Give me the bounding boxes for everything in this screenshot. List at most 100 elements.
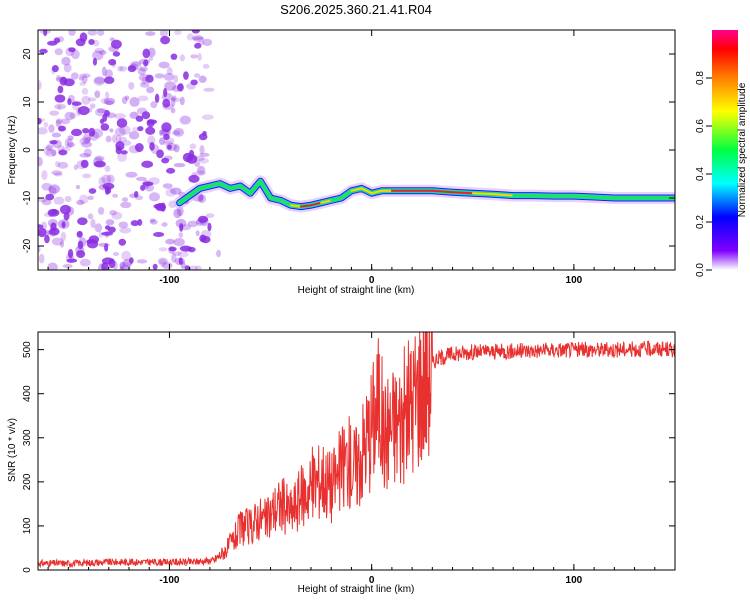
noise-blob [106, 174, 115, 184]
noise-blob [88, 39, 95, 45]
noise-blob [183, 71, 189, 80]
noise-blob [48, 184, 61, 194]
noise-blob [147, 135, 156, 146]
noise-blob [67, 138, 73, 149]
noise-blob [107, 226, 116, 233]
noise-blob [101, 66, 107, 77]
noise-blob [137, 68, 146, 76]
spectrogram-xtick-label: 100 [566, 275, 583, 286]
noise-blob [170, 96, 176, 107]
noise-blob [38, 245, 41, 253]
track-point [310, 201, 323, 207]
noise-blob [87, 213, 94, 220]
noise-blob [128, 82, 135, 90]
noise-blob [207, 222, 212, 232]
colorbar-gradient [712, 30, 738, 270]
noise-blob [54, 48, 63, 56]
noise-blob [163, 140, 174, 147]
noise-blob [48, 124, 55, 133]
noise-blob [174, 30, 182, 35]
track-point [431, 189, 454, 194]
noise-blob [179, 115, 191, 125]
spectrogram-xtick-label: -100 [159, 275, 179, 286]
noise-blob [170, 187, 182, 195]
noise-blob [163, 137, 175, 145]
noise-blob [53, 172, 63, 177]
noise-blob [104, 165, 111, 173]
colorbar-label: Normalized spectral amplitude [737, 82, 748, 217]
noise-blob [172, 251, 182, 256]
noise-blob [54, 94, 66, 103]
noise-blob [43, 30, 48, 37]
noise-blob [94, 90, 101, 99]
track-point [492, 193, 515, 197]
noise-blob [81, 74, 88, 84]
noise-blob [195, 230, 200, 237]
snr-frame [37, 331, 676, 571]
noise-blob [104, 112, 117, 119]
noise-blob [96, 108, 107, 114]
noise-blob [84, 137, 91, 142]
track-point [239, 185, 252, 195]
noise-blob [101, 174, 112, 185]
noise-blob [135, 115, 144, 122]
noise-blob [194, 160, 201, 168]
noise-blob [69, 112, 77, 119]
noise-blob [70, 72, 79, 80]
noise-blob [77, 231, 83, 236]
noise-blob [176, 206, 184, 217]
noise-blob [148, 56, 154, 61]
noise-blob [65, 47, 75, 57]
noise-blob [177, 83, 184, 92]
noise-blob [165, 238, 176, 245]
noise-blob [150, 144, 160, 155]
track-point [370, 189, 383, 195]
noise-blob [38, 80, 42, 91]
noise-blob [97, 30, 105, 36]
noise-blob [161, 122, 172, 133]
track-point [259, 180, 272, 199]
noise-blob [197, 52, 202, 61]
noise-blob [178, 83, 184, 89]
noise-blob [70, 128, 83, 137]
noise-blob [41, 182, 53, 191]
noise-blob [161, 157, 170, 164]
noise-blob [64, 195, 72, 203]
noise-blob [191, 30, 201, 34]
track-point [593, 196, 616, 199]
noise-blob [142, 48, 151, 59]
noise-blob [146, 86, 155, 94]
noise-blob [195, 218, 204, 227]
noise-blob [76, 199, 85, 206]
noise-blob [136, 259, 148, 264]
colorbar-tick-label: 0.2 [695, 215, 706, 229]
snr-xlabel: Height of straight line (km) [298, 584, 415, 595]
noise-blob [192, 36, 205, 42]
noise-blob [38, 127, 48, 135]
noise-blob [138, 58, 151, 65]
noise-blob [144, 181, 150, 190]
noise-blob [121, 197, 129, 202]
noise-blob [129, 97, 140, 107]
noise-blob [118, 125, 131, 135]
noise-blob [78, 76, 84, 81]
noise-blob [81, 95, 91, 105]
noise-blob [149, 141, 155, 151]
spectrogram-ytick-label: -10 [22, 190, 33, 205]
snr-ytick-label: 500 [22, 341, 33, 358]
noise-blob [109, 210, 118, 216]
snr-ytick-label: 400 [22, 385, 33, 402]
noise-blob [143, 59, 149, 67]
noise-blob [186, 33, 194, 41]
noise-blob [71, 101, 82, 106]
snr-line [38, 332, 675, 569]
noise-blob [60, 231, 67, 242]
noise-blob [112, 193, 119, 198]
track-point [572, 195, 596, 199]
noise-blob [98, 263, 106, 270]
noise-blob [216, 249, 221, 258]
noise-blob [118, 238, 127, 246]
noise-blob [87, 30, 98, 36]
noise-blob [83, 148, 92, 157]
noise-blob [140, 184, 146, 191]
